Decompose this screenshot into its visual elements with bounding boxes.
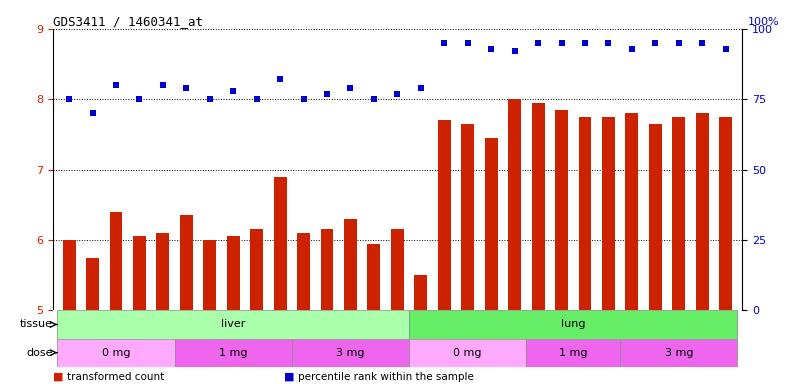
Bar bbox=[109, 212, 122, 310]
Bar bbox=[620, 339, 737, 367]
Point bbox=[508, 48, 521, 55]
Bar bbox=[180, 215, 193, 310]
Bar bbox=[625, 113, 638, 310]
Bar bbox=[526, 339, 620, 367]
Bar bbox=[251, 229, 263, 310]
Bar bbox=[485, 138, 498, 310]
Point bbox=[86, 110, 99, 116]
Point bbox=[297, 96, 310, 102]
Point bbox=[204, 96, 217, 102]
Text: dose: dose bbox=[27, 348, 54, 358]
Point bbox=[461, 40, 474, 46]
Bar bbox=[62, 240, 75, 310]
Bar bbox=[174, 339, 292, 367]
Bar bbox=[58, 310, 409, 339]
Point bbox=[438, 40, 451, 46]
Point bbox=[649, 40, 662, 46]
Point bbox=[578, 40, 591, 46]
Bar bbox=[227, 237, 240, 310]
Bar bbox=[508, 99, 521, 310]
Point bbox=[133, 96, 146, 102]
Point bbox=[251, 96, 264, 102]
Point bbox=[391, 91, 404, 97]
Bar bbox=[292, 339, 409, 367]
Point bbox=[109, 82, 122, 88]
Point bbox=[180, 85, 193, 91]
Bar bbox=[555, 110, 568, 310]
Text: 100%: 100% bbox=[748, 17, 779, 27]
Text: 3 mg: 3 mg bbox=[337, 348, 365, 358]
Point bbox=[62, 96, 75, 102]
Point bbox=[719, 45, 732, 51]
Text: ■: ■ bbox=[284, 372, 294, 382]
Point bbox=[531, 40, 544, 46]
Bar bbox=[157, 233, 169, 310]
Point bbox=[273, 76, 286, 83]
Bar bbox=[602, 117, 615, 310]
Text: 0 mg: 0 mg bbox=[101, 348, 131, 358]
Text: ■: ■ bbox=[53, 372, 63, 382]
Bar bbox=[578, 117, 591, 310]
Bar bbox=[58, 339, 174, 367]
Bar bbox=[672, 117, 685, 310]
Text: lung: lung bbox=[561, 319, 586, 329]
Point bbox=[696, 40, 709, 46]
Bar bbox=[320, 229, 333, 310]
Text: 0 mg: 0 mg bbox=[453, 348, 482, 358]
Text: 1 mg: 1 mg bbox=[559, 348, 587, 358]
Text: 1 mg: 1 mg bbox=[219, 348, 247, 358]
Point bbox=[555, 40, 568, 46]
Point bbox=[367, 96, 380, 102]
Bar bbox=[461, 124, 474, 310]
Point bbox=[344, 85, 357, 91]
Bar bbox=[391, 229, 404, 310]
Point bbox=[672, 40, 685, 46]
Bar bbox=[414, 275, 427, 310]
Bar bbox=[532, 103, 544, 310]
Bar bbox=[86, 258, 99, 310]
Text: transformed count: transformed count bbox=[67, 372, 164, 382]
Bar bbox=[133, 237, 146, 310]
Bar bbox=[409, 339, 526, 367]
Point bbox=[602, 40, 615, 46]
Text: 3 mg: 3 mg bbox=[664, 348, 693, 358]
Text: tissue: tissue bbox=[20, 319, 54, 329]
Bar bbox=[696, 113, 709, 310]
Bar bbox=[344, 219, 357, 310]
Bar bbox=[204, 240, 217, 310]
Bar bbox=[719, 117, 732, 310]
Text: percentile rank within the sample: percentile rank within the sample bbox=[298, 372, 474, 382]
Point bbox=[227, 88, 240, 94]
Point bbox=[320, 91, 333, 97]
Bar bbox=[649, 124, 662, 310]
Text: liver: liver bbox=[221, 319, 246, 329]
Bar bbox=[297, 233, 310, 310]
Bar bbox=[409, 310, 737, 339]
Point bbox=[625, 45, 638, 51]
Bar bbox=[438, 120, 451, 310]
Bar bbox=[367, 243, 380, 310]
Point bbox=[414, 85, 427, 91]
Bar bbox=[273, 177, 286, 310]
Point bbox=[485, 45, 498, 51]
Text: GDS3411 / 1460341_at: GDS3411 / 1460341_at bbox=[53, 15, 203, 28]
Point bbox=[157, 82, 169, 88]
